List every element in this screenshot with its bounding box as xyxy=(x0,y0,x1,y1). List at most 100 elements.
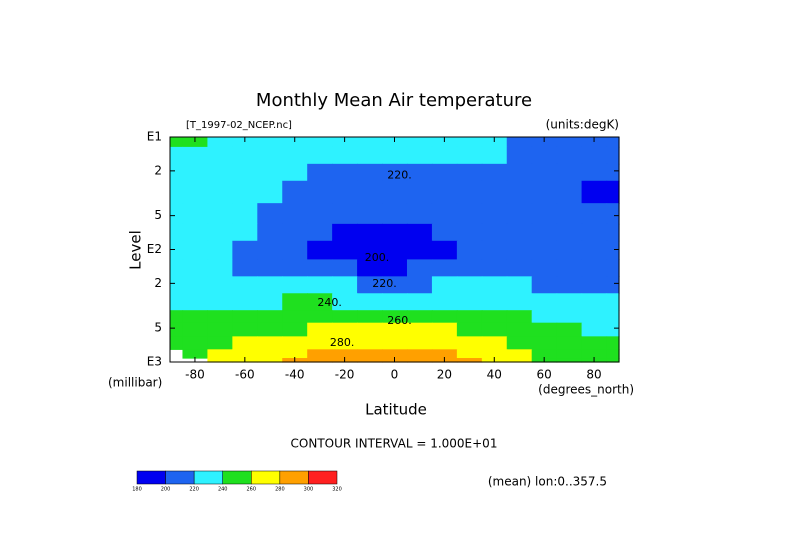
colorbar-label: 180 xyxy=(132,487,142,493)
field-cell xyxy=(481,336,508,350)
field-cell xyxy=(456,259,483,277)
field-cell xyxy=(357,259,383,277)
colorbar-box xyxy=(222,470,252,485)
field-cell xyxy=(406,276,433,294)
field-cell xyxy=(581,223,608,242)
field-cell xyxy=(606,259,620,277)
field-cell xyxy=(606,223,620,242)
field-cell xyxy=(431,137,458,148)
field-cell xyxy=(257,146,283,165)
field-cell xyxy=(332,349,358,359)
field-cell xyxy=(357,349,383,359)
field-cell xyxy=(182,349,209,359)
field-cell xyxy=(606,180,620,204)
field-cell xyxy=(531,310,558,324)
field-cell xyxy=(456,223,483,242)
field-cell xyxy=(606,310,620,324)
field-cell xyxy=(307,203,333,225)
field-cell xyxy=(282,276,308,294)
field-cell xyxy=(170,146,184,165)
x-tick-label: -20 xyxy=(335,368,355,382)
field-cell xyxy=(382,146,408,165)
colorbar-label: 320 xyxy=(332,487,342,493)
field-cell xyxy=(357,276,383,294)
field-cell xyxy=(506,310,533,324)
field-cell xyxy=(332,322,358,337)
field-cell xyxy=(481,137,508,148)
field-cell xyxy=(506,322,533,337)
y-tick-label: E1 xyxy=(147,130,162,144)
field-cell xyxy=(182,322,209,337)
field-cell xyxy=(182,223,209,242)
field-cell xyxy=(481,146,508,165)
field-cell xyxy=(307,163,333,182)
field-cell xyxy=(506,203,533,225)
field-cell xyxy=(581,146,608,165)
field-cell xyxy=(606,276,620,294)
field-cell xyxy=(282,203,308,225)
field-cell xyxy=(357,310,383,324)
colorbar-label: 260 xyxy=(247,487,257,493)
field-cell xyxy=(207,180,233,204)
field-cell xyxy=(382,276,408,294)
field-cell xyxy=(307,240,333,261)
x-tick-label: 0 xyxy=(391,368,399,382)
field-cell xyxy=(232,276,258,294)
y-tick-label: 2 xyxy=(154,276,162,290)
field-cell xyxy=(382,349,408,359)
field-cell xyxy=(506,259,533,277)
field-cell xyxy=(556,259,583,277)
field-cell xyxy=(531,203,558,225)
colorbar-box xyxy=(251,470,281,485)
field-cell xyxy=(357,137,383,148)
field-cell xyxy=(207,223,233,242)
field-cell xyxy=(456,310,483,324)
field-cell xyxy=(357,180,383,204)
field-cell xyxy=(207,163,233,182)
field-cell xyxy=(332,223,358,242)
field-cell xyxy=(332,293,358,311)
field-cell xyxy=(357,322,383,337)
chart-title: Monthly Mean Air temperature xyxy=(256,90,532,111)
field-cell xyxy=(431,259,458,277)
field-cell xyxy=(531,349,558,359)
field-cell xyxy=(170,276,184,294)
field-cell xyxy=(531,293,558,311)
field-cell xyxy=(606,240,620,261)
source-label: [T_1997-02_NCEP.nc] xyxy=(186,120,292,131)
field-cell xyxy=(207,293,233,311)
field-cell xyxy=(606,358,620,363)
field-cell xyxy=(506,276,533,294)
y-tick-label: 5 xyxy=(154,208,162,222)
colorbar-box xyxy=(308,470,338,485)
field-cell xyxy=(282,322,308,337)
colorbar-box xyxy=(165,470,195,485)
field-cell xyxy=(182,240,209,261)
field-cell xyxy=(456,293,483,311)
field-cell xyxy=(170,203,184,225)
field-cell xyxy=(431,293,458,311)
field-cell xyxy=(606,293,620,311)
field-cell xyxy=(357,240,383,261)
field-cell xyxy=(481,310,508,324)
field-cell xyxy=(182,293,209,311)
field-cell xyxy=(506,349,533,359)
field-cell xyxy=(207,203,233,225)
field-cell xyxy=(282,146,308,165)
field-cell xyxy=(357,146,383,165)
field-cell xyxy=(406,146,433,165)
colorbar-label: 200 xyxy=(161,487,171,493)
field-cell xyxy=(506,180,533,204)
field-cell xyxy=(456,276,483,294)
colorbar-box xyxy=(279,470,309,485)
y-tick-label: E2 xyxy=(147,242,162,256)
y-tick-label: E3 xyxy=(147,355,162,369)
field-cell xyxy=(431,336,458,350)
field-cell xyxy=(431,180,458,204)
field-cell xyxy=(282,137,308,148)
field-cell xyxy=(456,349,483,359)
y-tick-label: 2 xyxy=(154,163,162,177)
field-cell xyxy=(232,223,258,242)
field-cell xyxy=(232,259,258,277)
field-cell xyxy=(232,240,258,261)
